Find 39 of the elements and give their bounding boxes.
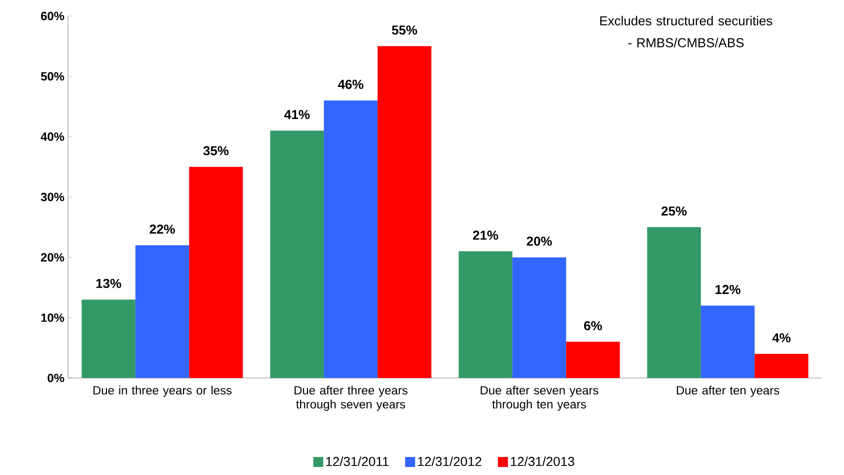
y-tick-label: 40% xyxy=(40,132,64,141)
x-tick-label: Due in three years or less xyxy=(93,386,232,397)
bar xyxy=(700,306,755,378)
data-label: 12% xyxy=(716,284,740,294)
legend-label: 12/31/2011 xyxy=(326,456,388,466)
bar xyxy=(270,130,324,378)
x-tick-label: Due after ten years xyxy=(676,386,780,397)
data-label: 13% xyxy=(96,278,122,288)
bar xyxy=(324,100,378,378)
bar xyxy=(378,46,432,378)
y-tick-label: 60% xyxy=(40,12,64,20)
y-tick-label: 20% xyxy=(40,253,64,262)
bar xyxy=(135,245,190,378)
data-label: 46% xyxy=(338,80,364,89)
legend-label: 12/31/2013 xyxy=(510,456,574,466)
y-tick-label: 10% xyxy=(41,313,64,322)
legend-label: 12/31/2012 xyxy=(418,456,482,466)
y-tick-label: 30% xyxy=(40,192,64,202)
data-label: 35% xyxy=(203,146,229,156)
data-label: 20% xyxy=(526,236,552,246)
bar xyxy=(512,257,566,378)
y-tick-label: 0% xyxy=(48,374,64,382)
annotation: Excludes structured securities - RMBS/CMBS/ABS xyxy=(600,16,772,48)
data-label: 6% xyxy=(584,321,602,330)
bar xyxy=(566,342,620,378)
x-tick-label: Due after three years through seven years xyxy=(294,386,408,411)
bar xyxy=(82,300,136,378)
x-tick-label: Due after seven years through ten years xyxy=(480,386,598,411)
data-label: 41% xyxy=(284,110,310,120)
data-label: 22% xyxy=(150,224,175,234)
y-tick-label: 50% xyxy=(40,72,64,81)
bar xyxy=(189,166,243,378)
data-label: 25% xyxy=(662,206,687,216)
bar xyxy=(754,354,808,378)
data-label: 21% xyxy=(473,230,498,240)
bar xyxy=(458,251,512,378)
data-label: 55% xyxy=(392,26,418,35)
data-label: 4% xyxy=(772,333,790,342)
bar xyxy=(647,227,701,378)
